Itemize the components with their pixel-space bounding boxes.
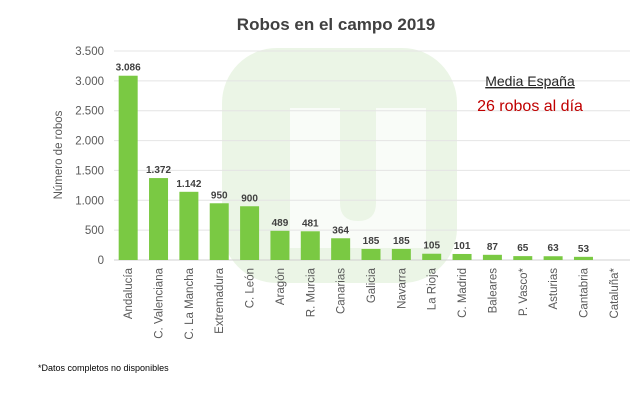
- bar: [482, 254, 502, 260]
- y-tick-label: 3.500: [75, 46, 104, 58]
- y-tick-label: 2.500: [75, 106, 104, 118]
- data-label: 63: [548, 243, 560, 254]
- bar: [452, 253, 472, 260]
- data-label: 53: [578, 244, 590, 255]
- data-label: 65: [517, 243, 529, 254]
- bar: [209, 203, 229, 260]
- x-tick-label: Extremadura: [214, 267, 226, 333]
- data-label: 1.372: [146, 165, 171, 176]
- x-tick-label: Aragón: [275, 268, 287, 305]
- x-tick-label: P. Vasco*: [518, 267, 530, 316]
- chart-title: Robos en el campo 2019: [237, 15, 435, 34]
- x-tick-label: Baleares: [487, 268, 499, 314]
- x-tick-label: Andalucía: [123, 267, 135, 319]
- y-axis-label: Número de robos: [53, 110, 65, 199]
- bar: [149, 178, 169, 260]
- data-label: 87: [487, 242, 499, 253]
- x-tick-label: Cataluña*: [609, 267, 621, 318]
- x-tick-label: R. Murcia: [305, 267, 317, 317]
- data-label: 185: [393, 236, 410, 247]
- bar: [118, 75, 138, 261]
- bar: [422, 253, 442, 260]
- data-label: 101: [454, 241, 471, 252]
- data-label: 185: [363, 236, 380, 247]
- bar: [331, 238, 351, 260]
- data-label: 950: [211, 190, 228, 201]
- data-label: 3.086: [116, 63, 141, 74]
- bar: [543, 256, 563, 260]
- x-tick-label: Galicia: [366, 267, 378, 303]
- bar: [391, 248, 411, 260]
- bar: [270, 230, 290, 260]
- x-tick-label: C. La Mancha: [184, 267, 196, 339]
- footnote: *Datos completos no disponibles: [38, 363, 169, 373]
- data-label: 1.142: [176, 179, 201, 190]
- x-tick-label: Cantabria: [578, 267, 590, 317]
- y-tick-label: 1.500: [75, 165, 104, 177]
- x-tick-label: Navarra: [396, 267, 408, 309]
- bar: [240, 206, 260, 260]
- bar: [573, 256, 593, 260]
- y-tick-label: 1.000: [75, 195, 104, 207]
- x-tick-label: C. Valenciana: [154, 267, 166, 338]
- x-tick-label: C. León: [245, 268, 257, 308]
- y-tick-label: 2.000: [75, 136, 104, 148]
- bar: [179, 191, 199, 260]
- y-tick-label: 3.000: [75, 76, 104, 88]
- y-tick-label: 0: [98, 255, 104, 267]
- data-label: 481: [302, 218, 319, 229]
- watermark-logo: [222, 48, 457, 283]
- bar: [513, 256, 533, 260]
- y-tick-label: 500: [85, 225, 104, 237]
- data-label: 900: [241, 193, 258, 204]
- x-tick-label: La Rioja: [427, 267, 439, 310]
- data-label: 364: [332, 225, 349, 236]
- x-tick-label: Canarias: [336, 268, 348, 314]
- x-tick-label: C. Madrid: [457, 268, 469, 318]
- x-tick-label: Asturias: [548, 268, 560, 310]
- bar: [361, 248, 381, 260]
- data-label: 105: [423, 241, 440, 252]
- annotation-text: 26 robos al día: [477, 98, 583, 115]
- bar: [300, 231, 320, 260]
- annotation-heading: Media España: [485, 73, 575, 89]
- data-label: 489: [272, 218, 289, 229]
